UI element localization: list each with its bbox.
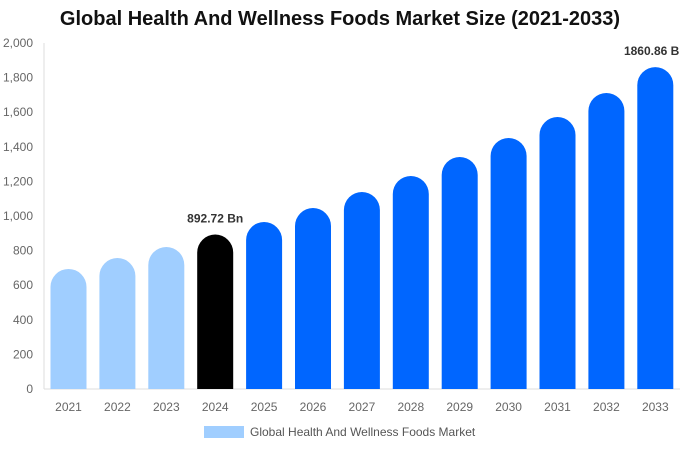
x-tick-label: 2025 [251,400,278,414]
bar-2024 [197,234,234,389]
y-tick-label: 1,200 [3,174,33,188]
x-tick-label: 2022 [104,400,131,414]
y-tick-label: 0 [26,382,33,396]
x-tick-label: 2031 [544,400,571,414]
bar-2031 [539,117,576,389]
data-label-2033: 1860.86 Bn [624,44,680,58]
y-tick-label: 1,800 [3,71,33,85]
bar-2022 [99,258,136,389]
y-tick-label: 800 [13,244,33,258]
bar-2032 [588,92,625,389]
y-tick-label: 2,000 [3,36,33,50]
legend-swatch [204,426,244,438]
y-tick-label: 1,600 [3,105,33,119]
bar-2030 [490,138,527,389]
x-tick-label: 2032 [593,400,620,414]
bar-2028 [392,176,429,389]
data-label-2024: 892.72 Bn [187,212,243,226]
bar-2029 [441,157,478,389]
x-tick-label: 2026 [300,400,327,414]
x-tick-label: 2024 [202,400,229,414]
bar-2025 [246,222,283,389]
y-tick-label: 600 [13,278,33,292]
bar-2026 [295,208,331,389]
bar-2021 [50,268,87,389]
legend-label: Global Health And Wellness Foods Market [250,425,476,439]
x-tick-label: 2027 [349,400,376,414]
bar-2023 [148,246,185,389]
x-tick-label: 2029 [446,400,473,414]
bar-2027 [343,191,380,389]
bar-2033 [637,67,674,389]
y-tick-label: 1,400 [3,140,33,154]
y-tick-label: 1,000 [3,209,33,223]
x-tick-label: 2023 [153,400,180,414]
y-tick-label: 200 [13,347,33,361]
x-tick-label: 2028 [397,400,424,414]
x-tick-label: 2021 [55,400,82,414]
y-tick-label: 400 [13,313,33,327]
x-tick-label: 2030 [495,400,522,414]
legend: Global Health And Wellness Foods Market [204,425,475,439]
x-tick-label: 2033 [642,400,669,414]
chart-title: Global Health And Wellness Foods Market … [59,8,621,30]
